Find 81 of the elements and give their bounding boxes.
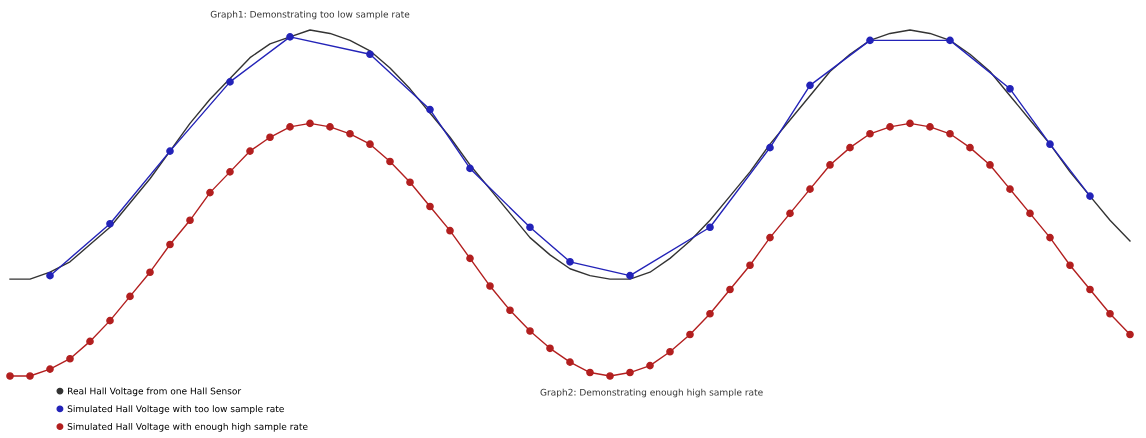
point (466, 164, 474, 173)
point (26, 372, 34, 380)
point (1006, 185, 1014, 193)
point (366, 50, 374, 59)
point (806, 185, 814, 193)
point (106, 219, 114, 228)
point (866, 129, 874, 138)
point (586, 368, 594, 377)
point (166, 240, 174, 249)
point (606, 372, 614, 380)
point (486, 282, 494, 290)
point (426, 105, 434, 114)
point (766, 143, 774, 152)
point (286, 33, 294, 41)
point (526, 223, 534, 232)
point (106, 316, 114, 325)
point (186, 216, 194, 225)
point (406, 178, 414, 187)
point (666, 347, 674, 356)
point (446, 226, 454, 235)
point (926, 123, 934, 131)
point (726, 285, 734, 294)
point (806, 81, 814, 90)
point (846, 143, 854, 152)
point (706, 309, 714, 318)
point (566, 257, 574, 266)
point (826, 161, 834, 169)
point (366, 140, 374, 149)
point (906, 119, 914, 128)
point (886, 123, 894, 131)
caption: Graph1: Demonstrating too low sample rate (210, 10, 410, 20)
point (1086, 192, 1094, 200)
point (286, 123, 294, 131)
point (646, 361, 654, 370)
point (226, 78, 234, 86)
point (246, 147, 254, 155)
point (866, 36, 874, 45)
point (426, 202, 434, 211)
point (986, 161, 994, 169)
point (546, 344, 554, 353)
point (266, 133, 274, 142)
point (966, 143, 974, 152)
point (166, 147, 174, 155)
point (46, 365, 54, 373)
point (706, 223, 714, 232)
point (946, 129, 954, 138)
point (1026, 209, 1034, 218)
point (1046, 233, 1054, 242)
point (786, 209, 794, 218)
point (626, 271, 634, 280)
legend-label: Real Hall Voltage from one Hall Sensor (68, 387, 242, 397)
point (1046, 140, 1054, 149)
point (226, 168, 234, 176)
point (86, 337, 94, 346)
point (766, 233, 774, 242)
point (466, 254, 474, 263)
point (46, 271, 54, 280)
point (1086, 285, 1094, 294)
point (326, 123, 334, 131)
point (686, 330, 694, 339)
point (746, 261, 754, 270)
point (126, 292, 134, 301)
point (1006, 85, 1014, 93)
legend-label: Simulated Hall Voltage with too low sample rate (67, 405, 284, 414)
legend-label: Simulated Hall Voltage with enough high sample rate (67, 422, 308, 432)
point (946, 36, 954, 45)
point (346, 129, 354, 138)
point (1106, 309, 1114, 318)
point (526, 327, 534, 335)
point (506, 306, 514, 315)
point (146, 268, 154, 277)
point (386, 157, 394, 166)
point (66, 354, 74, 363)
point (566, 358, 574, 366)
point (626, 368, 634, 377)
caption: Graph2: Demonstrating enough high sample rate (540, 388, 763, 398)
point (6, 372, 14, 380)
point (306, 119, 314, 128)
point (1126, 330, 1134, 339)
point (1066, 261, 1074, 270)
point (206, 188, 214, 197)
